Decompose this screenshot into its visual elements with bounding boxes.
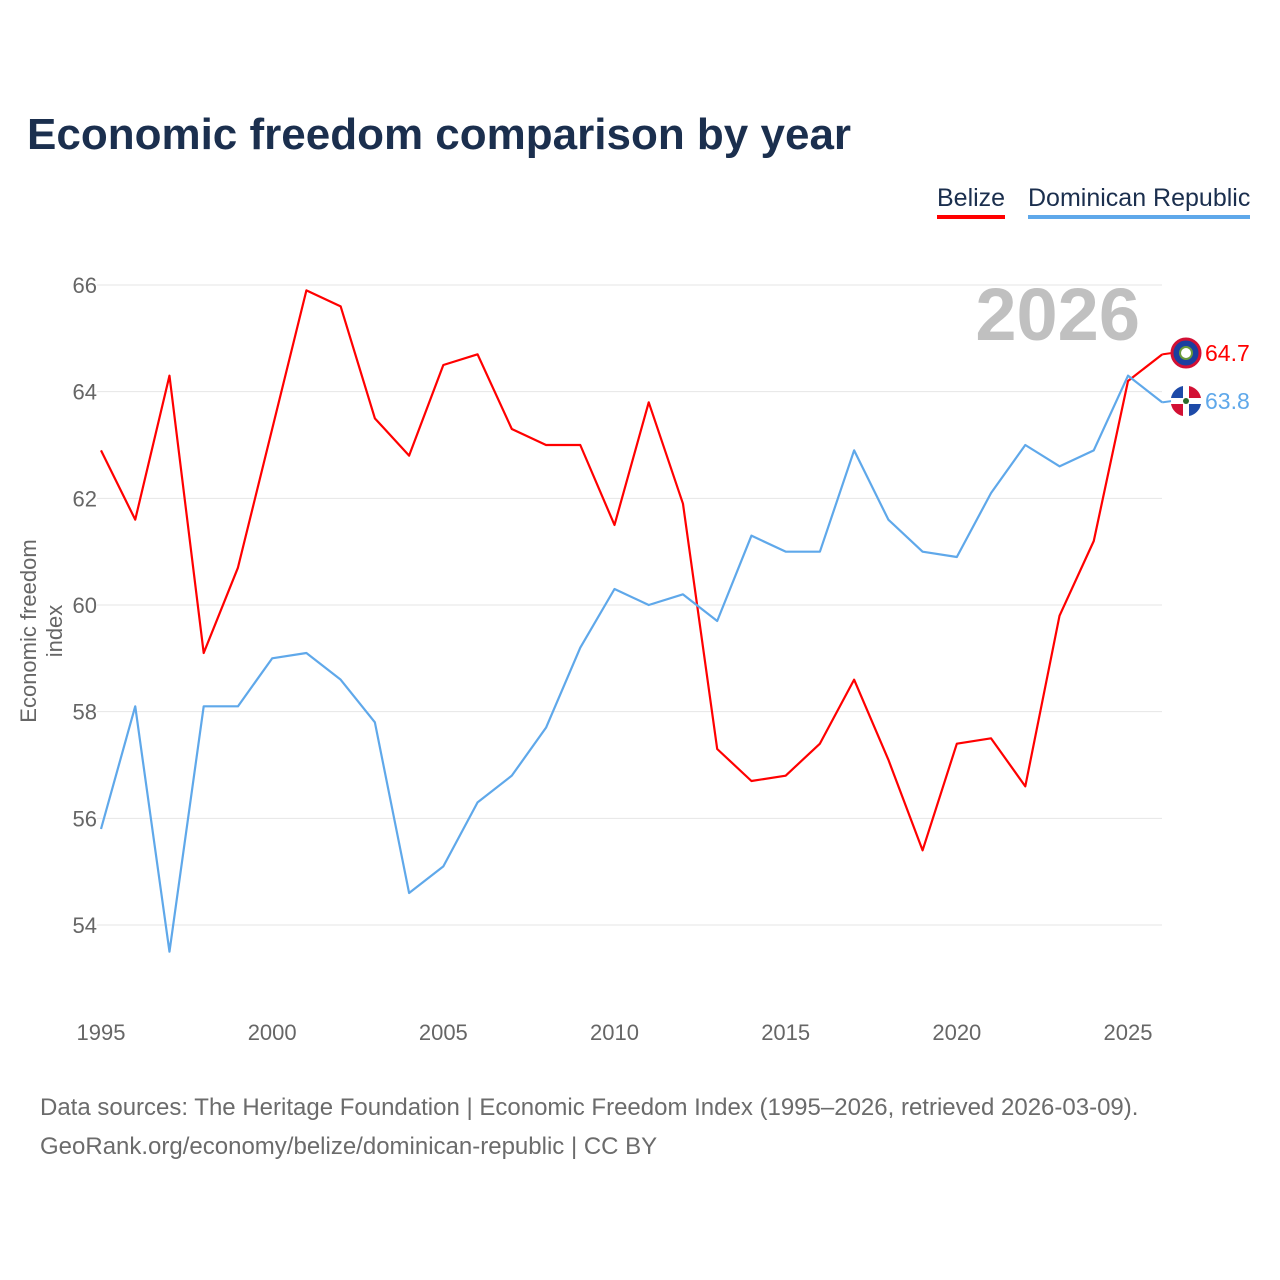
belize-flag-emblem	[1179, 346, 1193, 360]
source-note: Data sources: The Heritage Foundation | …	[40, 1088, 1138, 1166]
legend-dominican-republic[interactable]: Dominican Republic	[1028, 184, 1251, 219]
y-tick-label: 54	[73, 913, 97, 938]
series-line-belize	[100, 289, 1163, 852]
x-tick-label: 2010	[590, 1020, 639, 1045]
y-tick-label: 66	[73, 273, 97, 298]
series-line-dominican-republic	[99, 374, 1163, 953]
flag-quarter	[1171, 386, 1183, 398]
y-tick-label: 58	[73, 700, 97, 725]
x-tick-label: 2020	[932, 1020, 981, 1045]
x-tick-label: 1995	[77, 1020, 126, 1045]
source-line-2: GeoRank.org/economy/belize/dominican-rep…	[40, 1133, 658, 1160]
y-tick-label: 64	[73, 380, 97, 405]
year-watermark: 2026	[975, 273, 1140, 356]
x-tick-label: 2015	[761, 1020, 810, 1045]
x-tick-label: 2005	[419, 1020, 468, 1045]
x-tick-label: 2025	[1104, 1020, 1153, 1045]
x-tick-label: 2000	[248, 1020, 297, 1045]
legend-belize[interactable]: Belize	[937, 184, 1006, 219]
flag-quarter	[1189, 404, 1201, 416]
y-tick-label: 56	[73, 806, 97, 831]
flag-quarter	[1171, 404, 1183, 416]
y-tick-label: 60	[73, 593, 97, 618]
end-connector	[1162, 352, 1173, 356]
source-line-1: Data sources: The Heritage Foundation | …	[40, 1094, 1139, 1121]
chart-title: Economic freedom comparison by year	[27, 110, 852, 159]
flag-quarter	[1189, 386, 1201, 398]
flag-emblem	[1183, 398, 1189, 404]
end-connector	[1162, 400, 1173, 404]
end-value-label: 64.7	[1205, 340, 1250, 366]
y-tick-label: 62	[73, 486, 97, 511]
end-value-label: 63.8	[1205, 388, 1250, 414]
